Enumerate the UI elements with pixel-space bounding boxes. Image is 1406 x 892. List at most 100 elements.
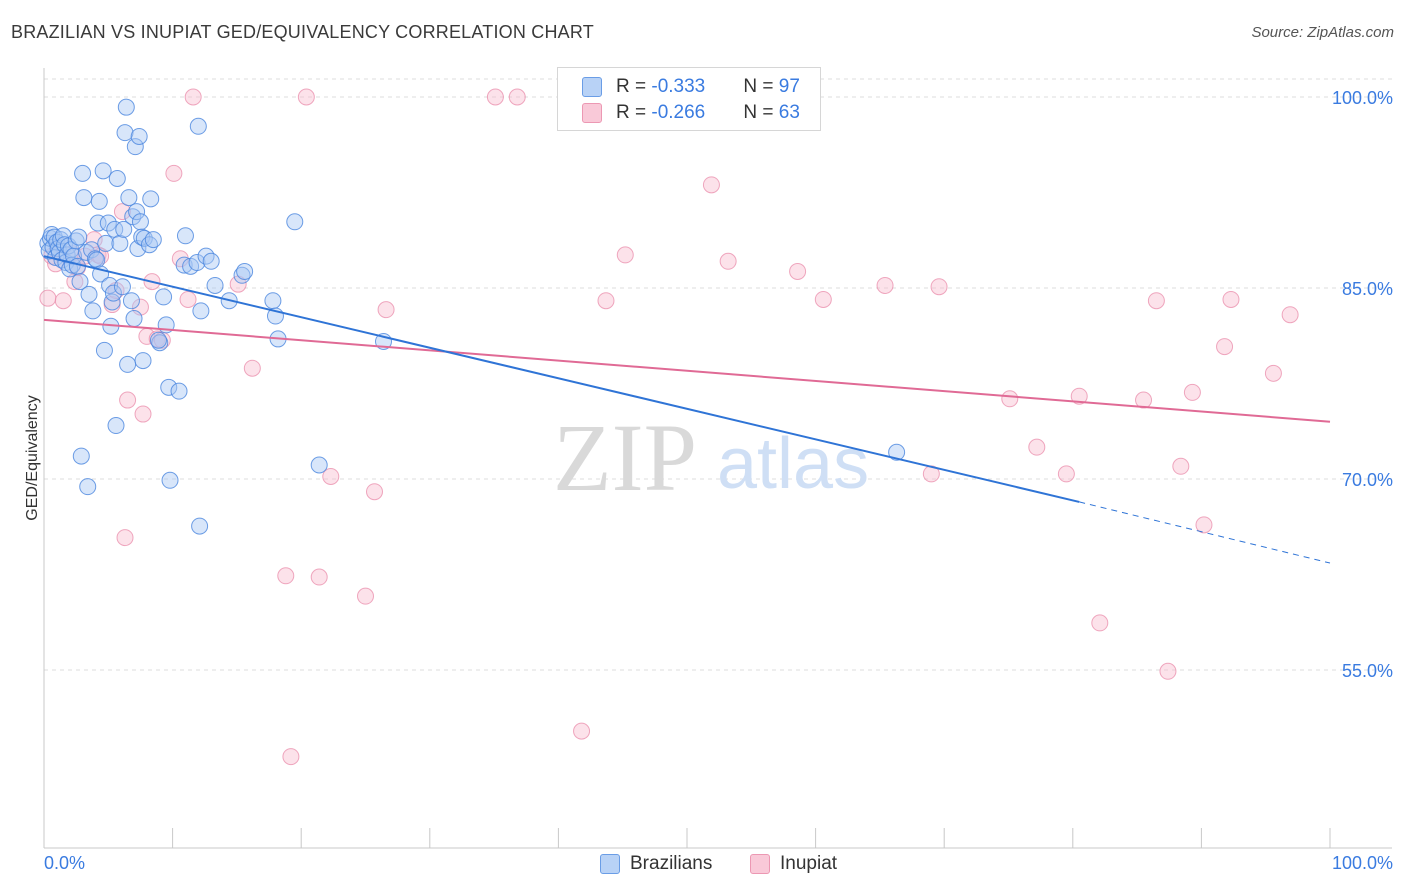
- data-point-inupiat: [486, 88, 504, 106]
- data-point-brazilians: [202, 252, 220, 270]
- data-point-inupiat: [616, 246, 634, 264]
- data-point-inupiat: [1216, 338, 1234, 356]
- brazilians-points: [39, 98, 906, 535]
- y-tick-label: 55.0%: [1342, 661, 1393, 681]
- data-point-brazilians: [160, 378, 178, 396]
- data-point-inupiat: [1172, 457, 1190, 475]
- legend-r-value: -0.266: [651, 102, 706, 123]
- data-point-brazilians: [144, 231, 162, 249]
- data-point-inupiat: [297, 88, 315, 106]
- legend-swatch-inupiat: [582, 103, 602, 123]
- trend-lines: [43, 255, 1331, 564]
- data-point-brazilians: [89, 214, 107, 232]
- x-tick-labels: 0.0% 100.0%: [44, 853, 1393, 873]
- data-point-brazilians: [149, 331, 167, 349]
- y-tick-label: 70.0%: [1342, 470, 1393, 490]
- y-tick-label: 100.0%: [1332, 88, 1393, 108]
- data-point-inupiat: [116, 529, 134, 547]
- data-point-inupiat: [357, 587, 374, 605]
- bottom-legend-brazilians[interactable]: Brazilians: [600, 852, 712, 876]
- data-point-brazilians: [115, 220, 133, 238]
- data-point-inupiat: [322, 467, 340, 485]
- bottom-legend-label-brazilians: Brazilians: [630, 853, 713, 874]
- data-point-brazilians: [120, 189, 138, 207]
- data-point-brazilians: [80, 285, 98, 303]
- data-point-inupiat: [282, 748, 300, 766]
- data-point-brazilians: [192, 302, 210, 320]
- data-point-brazilians: [79, 478, 97, 496]
- data-point-brazilians: [94, 162, 112, 180]
- y-tick-label: 85.0%: [1342, 279, 1393, 299]
- legend-n-value: 63: [778, 102, 800, 123]
- data-point-inupiat: [277, 567, 295, 585]
- data-point-inupiat: [702, 176, 720, 194]
- data-point-inupiat: [366, 483, 384, 501]
- data-point-brazilians: [72, 447, 90, 465]
- data-point-inupiat: [1091, 614, 1109, 632]
- data-point-brazilians: [134, 352, 152, 370]
- data-point-inupiat: [508, 88, 526, 106]
- data-point-brazilians: [170, 382, 188, 400]
- data-point-brazilians: [161, 471, 179, 489]
- x-tick-label: 100.0%: [1332, 853, 1393, 873]
- data-point-inupiat: [243, 359, 261, 377]
- data-point-brazilians: [99, 214, 117, 232]
- data-point-brazilians: [74, 164, 92, 182]
- data-point-inupiat: [1281, 306, 1299, 324]
- data-point-brazilians: [176, 227, 194, 245]
- chart-title: BRAZILIAN VS INUPIAT GED/EQUIVALENCY COR…: [11, 22, 594, 42]
- watermark-atlas: atlas: [717, 424, 869, 504]
- data-point-inupiat: [377, 301, 395, 319]
- data-point-inupiat: [113, 203, 131, 221]
- data-point-brazilians: [108, 169, 126, 187]
- data-point-brazilians: [71, 273, 89, 291]
- data-point-brazilians: [130, 127, 148, 145]
- data-point-inupiat: [184, 88, 202, 106]
- y-tick-labels: 55.0% 70.0% 85.0% 100.0%: [1332, 88, 1393, 681]
- legend-r-label: R =: [616, 102, 652, 123]
- data-point-brazilians: [97, 234, 115, 252]
- data-point-inupiat: [789, 262, 807, 280]
- data-point-brazilians: [83, 241, 101, 259]
- correlation-legend: R = -0.333 N = 97 R = -0.266 N = 63: [557, 67, 821, 131]
- data-point-brazilians: [197, 247, 215, 265]
- legend-row-brazilians: R = -0.333 N = 97: [582, 75, 800, 99]
- bottom-legend-swatch-inupiat: [750, 854, 770, 874]
- data-point-brazilians: [122, 292, 140, 310]
- data-point-inupiat: [876, 276, 894, 294]
- data-point-brazilians: [101, 276, 119, 294]
- data-point-brazilians: [131, 213, 149, 231]
- x-tick-label: 0.0%: [44, 853, 85, 873]
- data-point-inupiat: [1057, 465, 1075, 483]
- data-point-brazilians: [188, 254, 206, 272]
- data-point-inupiat: [119, 391, 137, 409]
- data-point-brazilians: [125, 310, 143, 328]
- data-point-inupiat: [179, 290, 197, 308]
- data-point-brazilians: [206, 276, 224, 294]
- data-point-inupiat: [1001, 390, 1019, 408]
- data-point-inupiat: [1222, 290, 1240, 308]
- data-point-brazilians: [86, 250, 104, 268]
- data-point-brazilians: [90, 192, 108, 210]
- bottom-legend-label-inupiat: Inupiat: [780, 853, 838, 874]
- gridlines: [44, 78, 1392, 671]
- data-point-brazilians: [888, 443, 906, 461]
- watermark-zip: ZIP: [553, 404, 697, 511]
- legend-r-label: R =: [616, 76, 652, 97]
- data-point-brazilians: [107, 417, 125, 435]
- y-axis-label: GED/Equivalency: [24, 395, 41, 520]
- data-point-inupiat: [573, 722, 591, 740]
- data-point-inupiat: [1183, 383, 1201, 401]
- data-point-brazilians: [84, 302, 102, 320]
- data-point-inupiat: [814, 290, 832, 308]
- bottom-legend-inupiat[interactable]: Inupiat: [750, 852, 837, 876]
- data-point-inupiat: [1147, 292, 1165, 310]
- data-point-brazilians: [310, 456, 328, 474]
- data-point-inupiat: [1070, 387, 1088, 405]
- legend-n-label: N =: [743, 102, 779, 123]
- data-point-brazilians: [119, 355, 137, 373]
- data-point-inupiat: [1195, 516, 1213, 534]
- legend-n-label: N =: [743, 76, 779, 97]
- data-point-inupiat: [1264, 364, 1282, 382]
